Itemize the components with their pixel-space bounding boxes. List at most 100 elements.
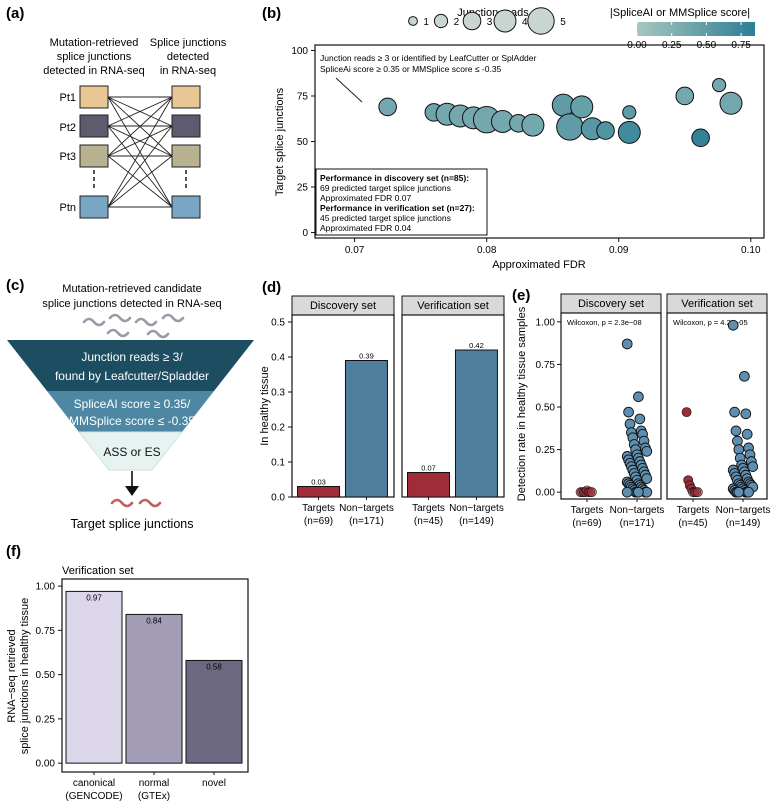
b-color-bar xyxy=(637,22,755,36)
b-point-18 xyxy=(712,77,727,93)
b-info-line-2: Approximated FDR 0.07 xyxy=(320,193,411,203)
f-bar-2 xyxy=(185,659,243,764)
b-size-legend: 1 2 3 4 5 xyxy=(408,7,566,35)
c-wave-grey-5 xyxy=(146,329,170,339)
c-funnel-tier-2 xyxy=(47,391,214,432)
f-xtick-label-2: novel xyxy=(202,778,226,789)
e-ytick-label-3: 0.75 xyxy=(536,360,556,371)
b-info-line-4: 45 predicted target splice junctions xyxy=(320,213,451,223)
d-bar-label-0-0: 0.03 xyxy=(311,478,326,487)
e-xtick-label-0-0: Targets (n=69) xyxy=(571,505,604,529)
e-ytick-label-4: 1.00 xyxy=(536,317,556,328)
d-xtick-label-1-0: Targets (n=45) xyxy=(412,503,445,527)
e-points xyxy=(575,319,759,498)
c-tier3-label: ASS or ES xyxy=(103,445,160,459)
b-point-0 xyxy=(378,97,397,117)
d-strip-title-1: Verification set xyxy=(417,300,489,312)
b-info-line-1: 69 predicted target splice junctions xyxy=(320,183,451,193)
a-patient-label-n: Ptn xyxy=(59,202,76,214)
f-ylabel-1: RNA−seq retrieved xyxy=(6,629,18,722)
a-link-3-0 xyxy=(107,96,173,208)
e-nontarget-point-1-0 xyxy=(727,319,739,331)
panel-label-c: (c) xyxy=(6,277,24,294)
a-box-right-2 xyxy=(171,114,201,138)
a-left-title-2: splice junctions xyxy=(57,51,132,63)
d-ytick-label-1: 0.1 xyxy=(271,458,285,469)
b-ytick-label-0: 0 xyxy=(302,228,308,239)
a-box-left-3 xyxy=(79,144,109,168)
b-color-ticks: 0.00 0.25 0.50 0.75 xyxy=(627,22,751,51)
b-point-16 xyxy=(675,86,695,106)
b-cbar-label-0: 0.00 xyxy=(627,40,647,51)
b-cbar-label-2: 0.50 xyxy=(697,40,717,51)
b-info-line-0: Performance in discovery set (n=85): xyxy=(320,173,469,183)
f-xtick-label-0: canonical (GENCODE) xyxy=(65,778,122,802)
e-xtick-label-1-0: Targets (n=45) xyxy=(677,505,710,529)
d-xtick-label-0-0: Targets (n=69) xyxy=(302,503,335,527)
e-target-point-1-0 xyxy=(681,407,692,418)
e-nontarget-point-0-45 xyxy=(621,486,633,498)
c-title-2: splice junctions detected in RNA-seq xyxy=(42,298,221,310)
c-tier2-line-1: SpliceAI score ≥ 0.35/ xyxy=(74,397,191,411)
d-ytick-label-3: 0.3 xyxy=(271,388,285,399)
f-bar-1 xyxy=(125,613,183,764)
b-size-legend-label-2: 2 xyxy=(454,17,460,28)
d-facet-strips: Discovery set Verification set xyxy=(291,295,505,316)
a-patient-label-3: Pt3 xyxy=(59,151,76,163)
b-ytick-label-4: 100 xyxy=(291,46,308,57)
e-xtick-label-1-1: Non−targets (n=149) xyxy=(716,505,771,529)
panel-label-a: (a) xyxy=(6,5,24,22)
b-point-15 xyxy=(617,120,641,144)
b-points xyxy=(378,77,743,148)
c-arrow-head xyxy=(125,486,139,496)
e-nontarget-point-0-2 xyxy=(623,406,634,418)
b-point-8 xyxy=(521,113,545,137)
e-ytick-label-1: 0.25 xyxy=(536,445,556,456)
c-tier2-line-2: MMSplice score ≤ -0.35 xyxy=(69,414,195,428)
b-size-legend-label-4: 4 xyxy=(522,17,528,28)
e-target-point-1-7 xyxy=(692,487,703,498)
b-ylabel: Target splice junctions xyxy=(274,87,286,196)
c-wave-grey-1 xyxy=(108,313,132,323)
b-xtick-label-0: 0.07 xyxy=(345,245,365,256)
b-ytick-label-3: 75 xyxy=(297,91,309,102)
a-left-title-3: detected in RNA-seq xyxy=(43,65,145,77)
b-callout-pointer xyxy=(335,77,363,103)
f-ytick-label-4: 1.00 xyxy=(36,582,56,593)
a-link-3-1 xyxy=(107,125,173,208)
e-nontarget-point-0-13 xyxy=(641,445,653,457)
f-ytick-label-2: 0.50 xyxy=(36,670,56,681)
e-ytick-label-0: 0.00 xyxy=(536,488,556,499)
e-ylabel: Detection rate in healthy tissue samples xyxy=(516,306,528,501)
f-bar-label-2: 0.58 xyxy=(206,662,222,671)
b-ytick-label-1: 25 xyxy=(297,183,309,194)
e-nontarget-point-1-2 xyxy=(729,406,740,418)
e-nontarget-point-1-3 xyxy=(740,408,752,420)
a-link-2-0 xyxy=(107,96,173,157)
e-target-point-0-7 xyxy=(586,487,597,498)
e-nontarget-point-0-46 xyxy=(633,486,644,498)
f-bars: 0.97 0.84 0.58 xyxy=(65,590,243,764)
e-facet-frames: Wilcoxon, p = 2.3e−08 Wilcoxon, p = 4.2e−… xyxy=(560,312,768,500)
b-callout-line-2: SpliceAi score ≥ 0.35 or MMSplice score … xyxy=(320,64,502,74)
f-xtick-label-1: normal (GTEx) xyxy=(138,778,170,802)
c-waves-bottom xyxy=(110,498,162,508)
b-info-text: Performance in discovery set (n=85):69 p… xyxy=(320,173,475,233)
panel-f: Verification set canonical (GENCODE) norma… xyxy=(6,565,249,802)
d-facet-frames xyxy=(291,314,505,498)
f-bar-label-1: 0.84 xyxy=(146,616,162,625)
c-funnel-tier-1 xyxy=(7,340,254,391)
d-bar-1-1 xyxy=(454,349,498,498)
b-color-legend-title: |SpliceAI or MMSplice score| xyxy=(610,7,750,19)
b-size-legend-label-5: 5 xyxy=(560,17,566,28)
b-size-legend-circle-2 xyxy=(433,13,449,29)
a-box-right-3 xyxy=(171,144,201,168)
d-bar-0-1 xyxy=(344,360,388,498)
b-xtick-label-3: 0.10 xyxy=(741,245,761,256)
d-bar-1-0 xyxy=(407,472,451,498)
d-bar-label-1-0: 0.07 xyxy=(421,464,436,473)
a-left-title-1: Mutation-retrieved xyxy=(50,37,139,49)
c-wave-red-0 xyxy=(110,498,134,508)
a-right-title-1: Splice junctions xyxy=(150,37,227,49)
